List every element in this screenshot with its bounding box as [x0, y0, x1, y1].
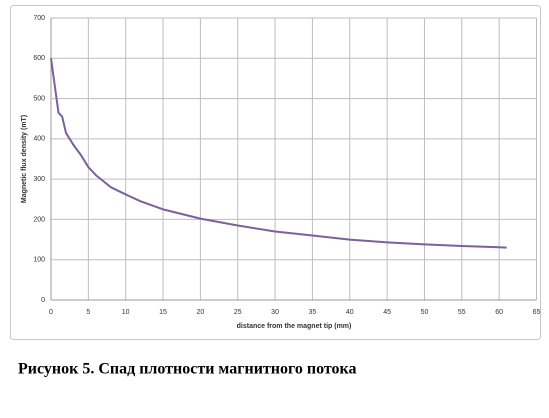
y-tick-label: 200	[33, 216, 45, 223]
x-tick-label: 5	[86, 309, 90, 316]
y-tick-label: 100	[33, 257, 45, 264]
y-tick-label: 500	[33, 95, 45, 102]
x-tick-label: 35	[309, 309, 317, 316]
x-tick-label: 15	[159, 309, 167, 316]
y-axis-label: Magnetic flux density (mT)	[21, 115, 28, 203]
x-tick-label: 20	[196, 309, 204, 316]
x-axis-label: distance from the magnet tip (mm)	[237, 323, 352, 330]
y-tick-label: 400	[33, 136, 45, 143]
y-tick-label: 300	[33, 176, 45, 183]
x-tick-label: 45	[383, 309, 391, 316]
x-tick-label: 65	[533, 309, 541, 316]
x-tick-label: 30	[271, 309, 279, 316]
y-tick-label: 700	[33, 15, 45, 22]
x-tick-label: 0	[49, 309, 53, 316]
y-tick-label: 600	[33, 55, 45, 62]
caption: Рисунок 5. Спад плотности магнитного пот…	[18, 361, 357, 378]
data-line	[50, 58, 507, 249]
x-tick-label: 10	[122, 309, 130, 316]
x-tick-label: 60	[495, 309, 503, 316]
x-tick-label: 50	[421, 309, 429, 316]
x-tick-label: 25	[234, 309, 242, 316]
x-tick-label: 40	[346, 309, 354, 316]
x-tick-label: 55	[458, 309, 466, 316]
y-tick-label: 0	[41, 297, 45, 304]
